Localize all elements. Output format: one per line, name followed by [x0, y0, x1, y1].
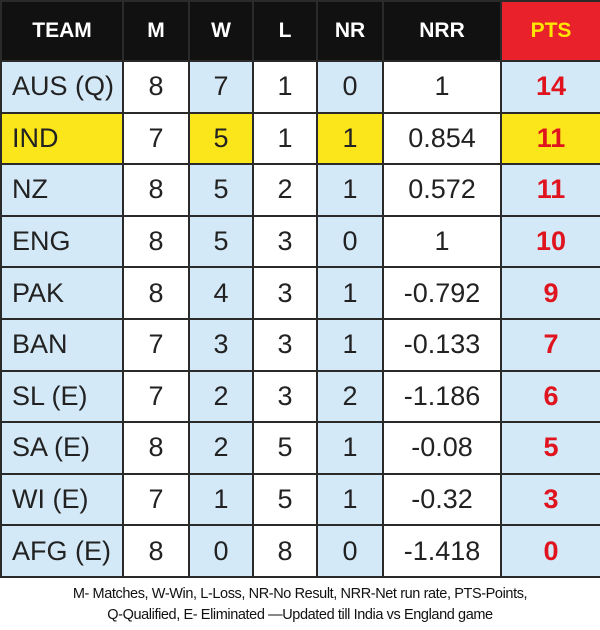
stat-cell: 0.572 [382, 163, 502, 217]
stat-cell: 3 [252, 317, 318, 372]
stat-cell: -0.32 [382, 472, 502, 527]
column-header: M [122, 0, 190, 62]
team-cell: IND [0, 111, 124, 166]
table-body: AUS (Q) 8 7 1 0 1 14 IND 7 5 1 1 0.854 11 NZ 8 5 2 1 0.572 1… [0, 60, 600, 578]
stat-cell: -0.08 [382, 421, 502, 475]
stat-cell: 7 [122, 472, 190, 527]
stat-cell: 2 [252, 163, 318, 217]
team-cell: WI (E) [0, 472, 124, 527]
column-header: NR [316, 0, 384, 62]
stat-cell: 8 [122, 524, 190, 578]
header-row: TEAM M W L NR NRR PTS [0, 0, 600, 62]
stat-cell: 11 [500, 111, 600, 166]
team-cell: ENG [0, 214, 124, 269]
stat-cell: 1 [316, 266, 384, 320]
team-cell: AFG (E) [0, 524, 124, 578]
stat-cell: 5 [188, 163, 254, 217]
team-cell: SL (E) [0, 369, 124, 424]
stat-cell: 9 [500, 266, 600, 320]
stat-cell: 1 [382, 60, 502, 114]
stat-cell: 0.854 [382, 111, 502, 166]
stat-cell: 5 [500, 421, 600, 475]
table-row: AFG (E) 8 0 8 0 -1.418 0 [0, 524, 600, 578]
stat-cell: 10 [500, 214, 600, 269]
stat-cell: 0 [188, 524, 254, 578]
stat-cell: 5 [252, 472, 318, 527]
stat-cell: 1 [188, 472, 254, 527]
stat-cell: 1 [316, 111, 384, 166]
stat-cell: 3 [500, 472, 600, 527]
stat-cell: 11 [500, 163, 600, 217]
stat-cell: 7 [122, 369, 190, 424]
stat-cell: 8 [252, 524, 318, 578]
team-cell: PAK [0, 266, 124, 320]
stat-cell: 0 [316, 524, 384, 578]
stat-cell: 3 [252, 214, 318, 269]
stat-cell: 2 [188, 369, 254, 424]
table-row: SL (E) 7 2 3 2 -1.186 6 [0, 369, 600, 424]
stat-cell: 2 [188, 421, 254, 475]
stat-cell: 1 [382, 214, 502, 269]
stat-cell: 8 [122, 163, 190, 217]
column-header: TEAM [0, 0, 124, 62]
stat-cell: 14 [500, 60, 600, 114]
stat-cell: -0.792 [382, 266, 502, 320]
stat-cell: 0 [316, 214, 384, 269]
stat-cell: 5 [188, 111, 254, 166]
stat-cell: 8 [122, 60, 190, 114]
stat-cell: 6 [500, 369, 600, 424]
team-cell: AUS (Q) [0, 60, 124, 114]
table-row: SA (E) 8 2 5 1 -0.08 5 [0, 421, 600, 475]
table-row: NZ 8 5 2 1 0.572 11 [0, 163, 600, 217]
stat-cell: -1.186 [382, 369, 502, 424]
stat-cell: -1.418 [382, 524, 502, 578]
table-row: AUS (Q) 8 7 1 0 1 14 [0, 60, 600, 114]
stat-cell: 1 [316, 472, 384, 527]
table-row: BAN 7 3 3 1 -0.133 7 [0, 317, 600, 372]
footnote-line: M- Matches, W-Win, L-Loss, NR-No Result,… [72, 585, 528, 602]
stat-cell: 1 [316, 421, 384, 475]
stat-cell: 0 [316, 60, 384, 114]
stat-cell: 5 [188, 214, 254, 269]
stat-cell: 7 [500, 317, 600, 372]
stat-cell: 1 [252, 60, 318, 114]
team-cell: NZ [0, 163, 124, 217]
stat-cell: 2 [316, 369, 384, 424]
stat-cell: -0.133 [382, 317, 502, 372]
stat-cell: 3 [252, 369, 318, 424]
stat-cell: 4 [188, 266, 254, 320]
stat-cell: 7 [122, 317, 190, 372]
stat-cell: 3 [188, 317, 254, 372]
stat-cell: 7 [188, 60, 254, 114]
stat-cell: 0 [500, 524, 600, 578]
stat-cell: 3 [252, 266, 318, 320]
footnote: M- Matches, W-Win, L-Loss, NR-No Result,… [0, 578, 600, 630]
team-cell: BAN [0, 317, 124, 372]
points-table: TEAM M W L NR NRR PTS AUS (Q) 8 7 1 0 1 14 IND 7 5 1 1 0.8… [0, 0, 600, 578]
table-row: PAK 8 4 3 1 -0.792 9 [0, 266, 600, 320]
stat-cell: 5 [252, 421, 318, 475]
column-header: L [252, 0, 318, 62]
stat-cell: 1 [316, 317, 384, 372]
stat-cell: 8 [122, 214, 190, 269]
table-row: IND 7 5 1 1 0.854 11 [0, 111, 600, 166]
column-header: NRR [382, 0, 502, 62]
column-header: W [188, 0, 254, 62]
stat-cell: 7 [122, 111, 190, 166]
column-header: PTS [500, 0, 600, 62]
stat-cell: 1 [316, 163, 384, 217]
table-row: WI (E) 7 1 5 1 -0.32 3 [0, 472, 600, 527]
team-cell: SA (E) [0, 421, 124, 475]
stat-cell: 1 [252, 111, 318, 166]
table-row: ENG 8 5 3 0 1 10 [0, 214, 600, 269]
stat-cell: 8 [122, 266, 190, 320]
footnote-line: Q-Qualified, E- Eliminated —Updated till… [107, 606, 493, 623]
stat-cell: 8 [122, 421, 190, 475]
